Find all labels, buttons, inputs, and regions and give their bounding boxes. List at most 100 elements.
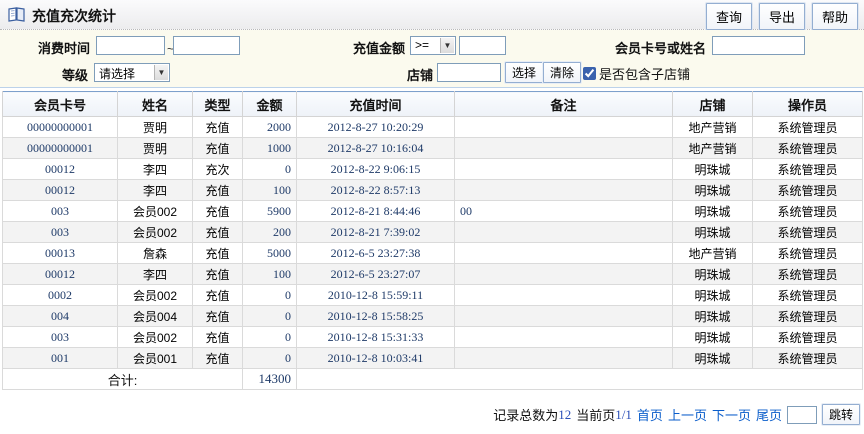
cell-type: 充值 [192, 326, 243, 348]
cell-amount: 0 [242, 305, 297, 327]
cell-time: 2012-8-27 10:16:04 [296, 137, 455, 159]
cell-card-no: 00012 [2, 158, 118, 180]
cell-type: 充值 [192, 284, 243, 306]
cell-store: 明珠城 [672, 179, 753, 201]
include-substore-option: 是否包含子店铺 [583, 64, 690, 83]
cell-card-no: 00000000001 [2, 116, 118, 138]
cell-store: 明珠城 [672, 284, 753, 306]
cell-remark [454, 158, 673, 180]
page-jump-button[interactable]: 跳转 [821, 404, 860, 425]
cell-amount: 0 [242, 158, 297, 180]
current-page: 当前页 1/1 [576, 406, 632, 424]
cell-time: 2010-12-8 10:03:41 [296, 347, 455, 369]
table-row[interactable]: 00012 李四 充次 0 2012-8-22 9:06:15 明珠城 系统管理员 [2, 158, 863, 180]
cell-store: 明珠城 [672, 305, 753, 327]
cell-time: 2012-8-22 9:06:15 [296, 158, 455, 180]
table-row[interactable]: 001 会员001 充值 0 2010-12-8 10:03:41 明珠城 系统管理员 [2, 347, 863, 369]
title-bar: 充值充次统计 查询 导出 帮助 [0, 0, 864, 30]
cell-name: 会员002 [117, 326, 193, 348]
column-header-card-no: 会员卡号 [2, 91, 118, 117]
pagination-bar: 记录总数为 12 当前页 1/1 首页 上一页 下一页 尾页 跳转 [493, 404, 860, 425]
cell-card-no: 003 [2, 200, 118, 222]
book-icon [8, 7, 25, 22]
table-row[interactable]: 00013 詹森 充值 5000 2012-6-5 23:27:38 地产营销 系统管理员 [2, 242, 863, 264]
cell-amount: 0 [242, 284, 297, 306]
toolbar: 查询 导出 帮助 [705, 3, 858, 30]
store-label: 店铺 [406, 68, 433, 83]
level-label: 等级 [61, 68, 88, 83]
table-footer-row: 合计: 14300 [2, 368, 863, 390]
include-substore-checkbox[interactable] [583, 67, 596, 80]
cell-operator: 系统管理员 [752, 179, 863, 201]
consume-time-from-input[interactable] [96, 36, 165, 55]
cell-operator: 系统管理员 [752, 158, 863, 180]
cell-type: 充值 [192, 221, 243, 243]
export-button[interactable]: 导出 [758, 3, 805, 30]
cell-store: 地产营销 [672, 116, 753, 138]
level-select[interactable]: 请选择 ▼ [94, 63, 170, 82]
cell-name: 贾明 [117, 137, 193, 159]
cell-time: 2010-12-8 15:58:25 [296, 305, 455, 327]
cell-operator: 系统管理员 [752, 137, 863, 159]
table-row[interactable]: 003 会员002 充值 200 2012-8-21 7:39:02 明珠城 系统管理员 [2, 221, 863, 243]
table-row[interactable]: 003 会员002 充值 0 2010-12-8 15:31:33 明珠城 系统管理员 [2, 326, 863, 348]
cell-card-no: 001 [2, 347, 118, 369]
cell-time: 2010-12-8 15:59:11 [296, 284, 455, 306]
cell-type: 充值 [192, 200, 243, 222]
store-clear-button[interactable]: 清除 [543, 62, 582, 83]
table-row[interactable]: 0002 会员002 充值 0 2010-12-8 15:59:11 明珠城 系统管理员 [2, 284, 863, 306]
cell-name: 会员004 [117, 305, 193, 327]
prev-page-link[interactable]: 上一页 [667, 408, 707, 423]
amount-input[interactable] [459, 36, 506, 55]
filter-panel: 消费时间 ~ 充值金额 >= ▼ 会员卡号或姓名 等级 请选择 ▼ 店铺 选择 … [0, 30, 864, 88]
table-row[interactable]: 00012 李四 充值 100 2012-8-22 8:57:13 明珠城 系统管理员 [2, 179, 863, 201]
record-count: 记录总数为 12 [493, 406, 572, 424]
column-header-amount: 金额 [242, 91, 297, 117]
last-page-link[interactable]: 尾页 [755, 408, 782, 423]
cell-type: 充值 [192, 347, 243, 369]
cell-name: 李四 [117, 263, 193, 285]
amount-operator-value: >= [415, 38, 430, 52]
store-select-button[interactable]: 选择 [505, 62, 544, 83]
cell-remark [454, 221, 673, 243]
table-row[interactable]: 00000000001 贾明 充值 2000 2012-8-27 10:20:29 地产营… [2, 116, 863, 138]
table-row[interactable]: 004 会员004 充值 0 2010-12-8 15:58:25 明珠城 系统管理员 [2, 305, 863, 327]
cell-operator: 系统管理员 [752, 305, 863, 327]
cell-card-no: 003 [2, 326, 118, 348]
cell-amount: 2000 [242, 116, 297, 138]
cell-amount: 0 [242, 347, 297, 369]
member-input[interactable] [712, 36, 805, 55]
first-page-link[interactable]: 首页 [636, 408, 663, 423]
cell-name: 会员001 [117, 347, 193, 369]
member-label: 会员卡号或姓名 [614, 41, 706, 56]
cell-name: 会员002 [117, 284, 193, 306]
cell-store: 地产营销 [672, 242, 753, 264]
next-page-link[interactable]: 下一页 [711, 408, 751, 423]
cell-card-no: 003 [2, 221, 118, 243]
chevron-down-icon: ▼ [154, 65, 168, 80]
cell-type: 充值 [192, 242, 243, 264]
cell-store: 明珠城 [672, 347, 753, 369]
page-jump-input[interactable] [786, 405, 817, 424]
records-table: 会员卡号 姓名 类型 金额 充值时间 备注 店铺 操作员 00000000001 贾明 充值 200… [2, 91, 863, 390]
cell-time: 2012-8-21 8:44:46 [296, 200, 455, 222]
cell-time: 2012-8-27 10:20:29 [296, 116, 455, 138]
cell-name: 会员002 [117, 221, 193, 243]
cell-remark [454, 326, 673, 348]
amount-operator-select[interactable]: >= ▼ [410, 36, 456, 55]
query-button[interactable]: 查询 [705, 3, 752, 30]
consume-time-to-input[interactable] [173, 36, 240, 55]
table-header-row: 会员卡号 姓名 类型 金额 充值时间 备注 店铺 操作员 [2, 91, 863, 117]
cell-operator: 系统管理员 [752, 200, 863, 222]
column-header-name: 姓名 [117, 91, 193, 117]
table-row[interactable]: 003 会员002 充值 5900 2012-8-21 8:44:46 00 明珠城 系统管理… [2, 200, 863, 222]
cell-time: 2012-6-5 23:27:38 [296, 242, 455, 264]
store-input[interactable] [437, 63, 501, 82]
cell-time: 2012-8-21 7:39:02 [296, 221, 455, 243]
cell-remark [454, 347, 673, 369]
help-button[interactable]: 帮助 [811, 3, 858, 30]
cell-remark [454, 116, 673, 138]
table-row[interactable]: 00012 李四 充值 100 2012-6-5 23:27:07 明珠城 系统管理员 [2, 263, 863, 285]
cell-amount: 1000 [242, 137, 297, 159]
table-row[interactable]: 00000000001 贾明 充值 1000 2012-8-27 10:16:04 地产营… [2, 137, 863, 159]
